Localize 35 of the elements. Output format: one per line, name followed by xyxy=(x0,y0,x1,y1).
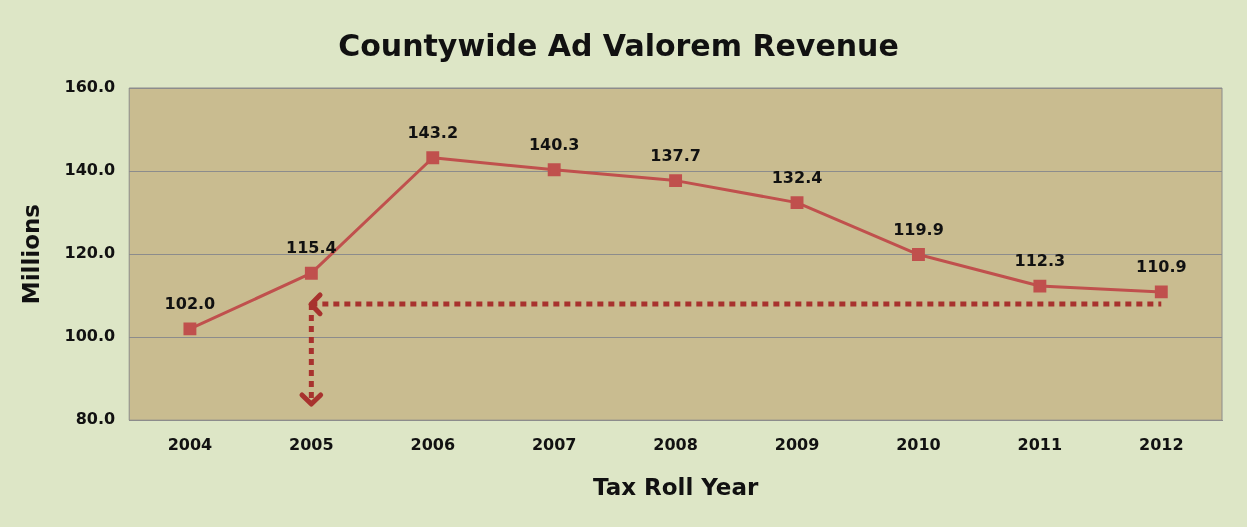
point xyxy=(304,266,318,280)
y-tick-label: 80.0 xyxy=(75,409,116,429)
y-tick-label: 120.0 xyxy=(64,243,116,263)
point xyxy=(1154,285,1168,299)
data-label: 110.9 xyxy=(1135,257,1187,277)
x-tick-label: 2009 xyxy=(774,434,820,454)
x-axis-title: Tax Roll Year xyxy=(592,474,759,501)
point xyxy=(912,248,925,261)
point xyxy=(790,196,804,210)
x-tick-label: 2011 xyxy=(1017,434,1063,454)
y-axis-title: Millions xyxy=(17,203,44,305)
x-tick-label: 2004 xyxy=(167,434,213,454)
chart-title: Countywide Ad Valorem Revenue xyxy=(338,27,899,63)
x-tick-label: 2008 xyxy=(653,434,698,454)
data-label: 143.2 xyxy=(407,122,459,142)
x-tick-label: 2005 xyxy=(289,434,334,454)
x-tick-label: 2007 xyxy=(531,434,577,454)
point xyxy=(547,163,561,177)
point xyxy=(669,174,683,188)
data-label: 137.7 xyxy=(650,145,701,165)
point xyxy=(183,322,197,336)
data-label: 119.9 xyxy=(893,219,944,239)
data-label: 112.3 xyxy=(1014,251,1066,271)
y-tick-label: 160.0 xyxy=(64,77,116,97)
x-tick-label: 2012 xyxy=(1139,434,1184,454)
x-tick-label: 2006 xyxy=(410,434,456,454)
point xyxy=(426,151,440,165)
x-tick-label: 2010 xyxy=(896,434,941,454)
point xyxy=(1033,279,1047,293)
data-label: 115.4 xyxy=(286,238,337,258)
data-label: 102.0 xyxy=(164,294,216,313)
y-tick-label: 100.0 xyxy=(64,326,116,346)
data-label: 132.4 xyxy=(771,167,823,187)
y-tick-label: 140.0 xyxy=(64,160,116,180)
data-label: 140.3 xyxy=(528,134,580,154)
